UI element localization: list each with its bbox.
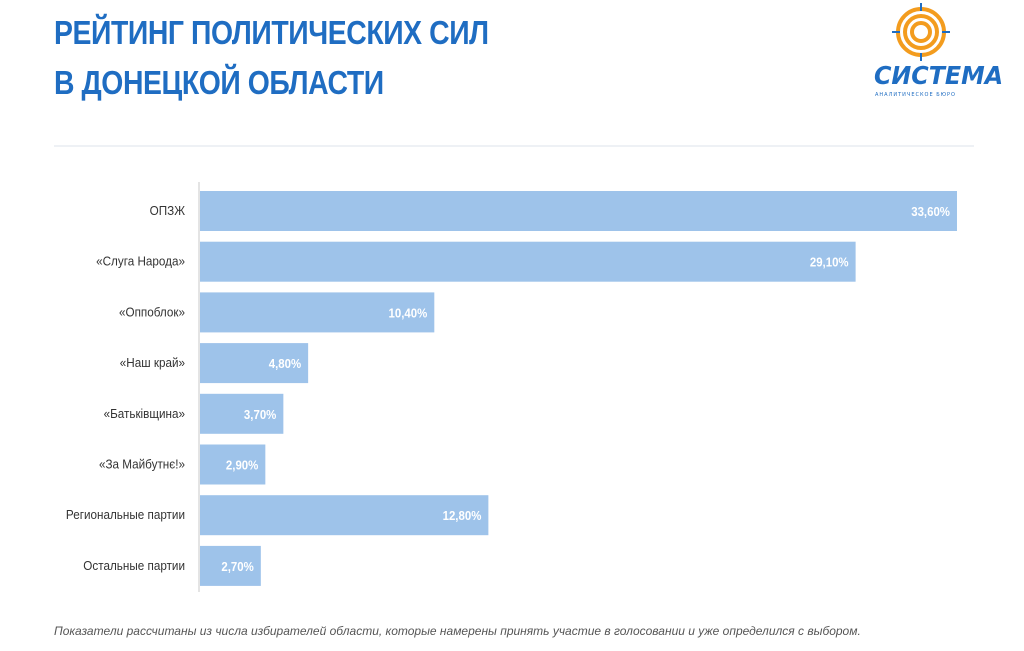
bar bbox=[200, 444, 266, 485]
logo-wordmark: СИСТЕМА bbox=[874, 61, 1004, 90]
bar bbox=[200, 545, 261, 586]
category-label: «Оппоблок» bbox=[119, 305, 185, 320]
category-label: ОПЗЖ bbox=[150, 203, 186, 218]
page-title: РЕЙТИНГ ПОЛИТИЧЕСКИХ СИЛ В ДОНЕЦКОЙ ОБЛА… bbox=[54, 8, 489, 108]
footnote: Показатели рассчитаны из числа избирател… bbox=[54, 624, 861, 638]
bar bbox=[200, 241, 856, 282]
data-label: 29,10% bbox=[810, 255, 849, 270]
data-label: 12,80% bbox=[443, 509, 482, 524]
header-divider bbox=[54, 145, 974, 147]
data-label: 3,70% bbox=[244, 407, 277, 422]
concentric-rings-logo-icon bbox=[892, 3, 950, 61]
data-label: 2,90% bbox=[226, 458, 259, 473]
category-label: Остальные партии bbox=[83, 558, 185, 573]
category-label: «За Майбутнє!» bbox=[99, 457, 185, 472]
title-line-1: РЕЙТИНГ ПОЛИТИЧЕСКИХ СИЛ bbox=[54, 14, 489, 51]
bar bbox=[200, 343, 309, 384]
logo-subtitle: АНАЛИТИЧЕСКОЕ БЮРО bbox=[875, 92, 956, 98]
data-label: 2,70% bbox=[221, 559, 254, 574]
bar bbox=[200, 191, 957, 231]
data-label: 33,60% bbox=[911, 204, 950, 219]
data-label: 10,40% bbox=[389, 306, 428, 321]
bar bbox=[200, 393, 284, 434]
category-label: «Батьківщина» bbox=[104, 406, 186, 421]
bar bbox=[200, 495, 489, 536]
title-line-2: В ДОНЕЦКОЙ ОБЛАСТИ bbox=[54, 64, 384, 101]
category-label: «Слуга Народа» bbox=[96, 254, 185, 269]
bar bbox=[200, 292, 435, 333]
category-label: «Наш край» bbox=[120, 356, 185, 371]
data-label: 4,80% bbox=[269, 356, 302, 371]
bar-chart: ОПЗЖ 33,60% «Слуга Народа» 29,10% «Оппоблок»… bbox=[66, 182, 957, 592]
category-label: Региональные партии bbox=[66, 508, 185, 523]
